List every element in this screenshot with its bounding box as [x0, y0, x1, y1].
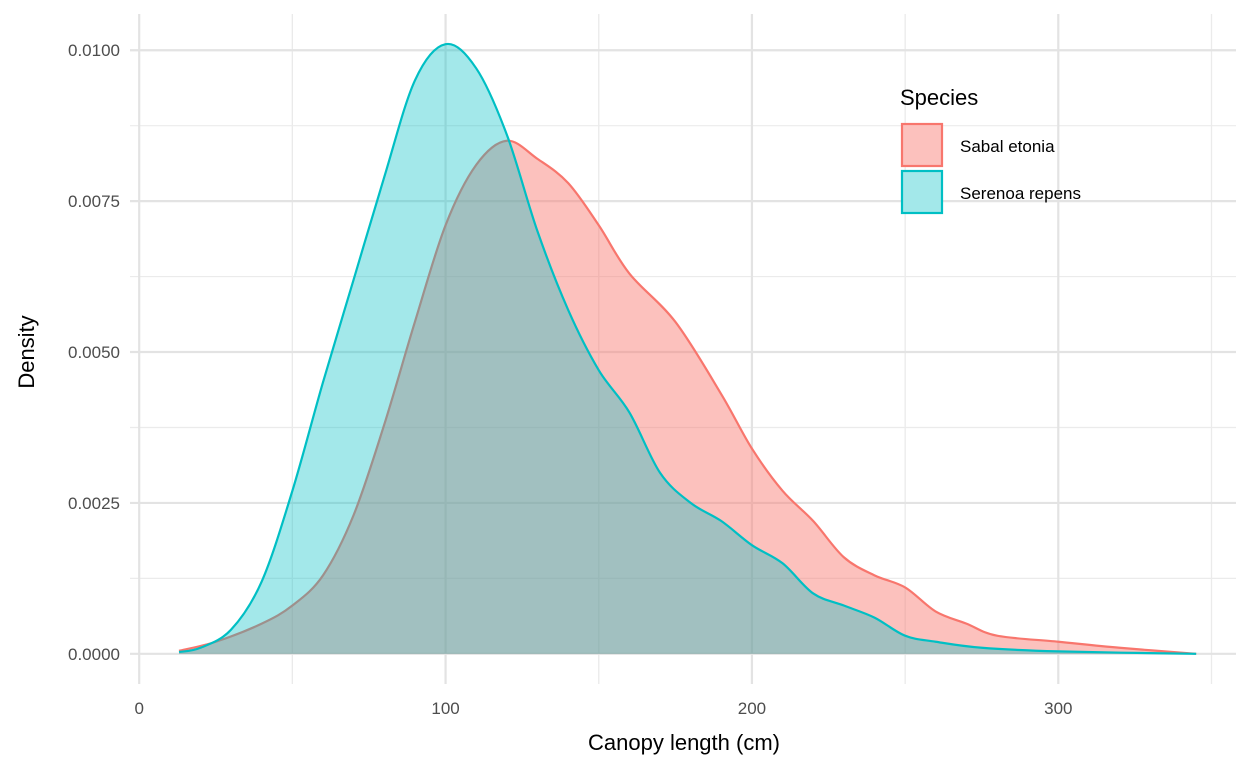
- y-tick-label: 0.0075: [68, 192, 120, 211]
- x-tick-label: 300: [1044, 699, 1072, 718]
- y-tick-label: 0.0000: [68, 645, 120, 664]
- y-tick-label: 0.0050: [68, 343, 120, 362]
- y-axis-title: Density: [14, 315, 39, 388]
- grid-major: [130, 14, 1236, 684]
- legend-key-bg-sabal-etonia: [902, 124, 942, 166]
- legend-swatch-sabal-etonia: [900, 122, 944, 168]
- density-area-serenoa-repens: [179, 43, 1197, 654]
- y-tick-label: 0.0100: [68, 41, 120, 60]
- y-axis-ticks: 0.0000 0.0025 0.0050 0.0075 0.0100: [68, 41, 120, 664]
- y-tick-label: 0.0025: [68, 494, 120, 513]
- x-tick-label: 200: [738, 699, 766, 718]
- x-axis-ticks: 0 100 200 300: [134, 699, 1072, 718]
- series-layer: [178, 42, 1197, 655]
- x-tick-label: 100: [431, 699, 459, 718]
- legend-label-serenoa-repens: Serenoa repens: [960, 184, 1081, 203]
- x-axis-title: Canopy length (cm): [588, 730, 780, 755]
- legend: Species Sabal etonia Serenoa repens: [900, 85, 1081, 215]
- x-tick-label: 0: [134, 699, 143, 718]
- legend-key-bg-serenoa-repens: [902, 171, 942, 213]
- legend-label-sabal-etonia: Sabal etonia: [960, 137, 1055, 156]
- density-line-serenoa-repens: [178, 42, 1197, 655]
- density-area-sabal-etonia: [179, 140, 1197, 654]
- legend-swatch-serenoa-repens: [900, 169, 944, 215]
- legend-title: Species: [900, 85, 978, 110]
- density-line-sabal-etonia: [178, 139, 1197, 655]
